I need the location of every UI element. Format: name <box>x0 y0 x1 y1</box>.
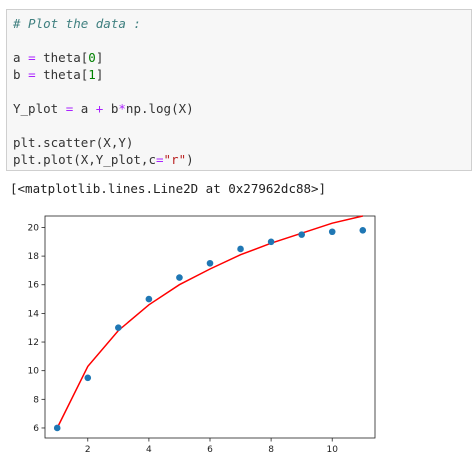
cell-output-text: [<matplotlib.lines.Line2D at 0x27962dc88… <box>10 181 327 196</box>
code-token: 0 <box>88 50 96 65</box>
code-token: ] <box>95 50 104 65</box>
code-token: a <box>73 101 96 116</box>
scatter-point <box>176 274 183 281</box>
y-tick-label: 8 <box>33 395 39 405</box>
code-token: ) <box>186 152 194 167</box>
code-token: "r" <box>163 152 187 167</box>
scatter-point <box>115 324 122 332</box>
scatter-point <box>145 295 153 303</box>
y-tick-label: 16 <box>28 281 40 291</box>
code-token: b <box>103 101 119 116</box>
code-line: plt.plot(X,Y_plot,c="r") <box>13 152 194 168</box>
scatter-point <box>267 238 275 246</box>
code-token: Y_plot <box>13 101 66 116</box>
code-cell[interactable]: # Plot the data :a = theta[0] b = theta[1… <box>6 9 472 171</box>
y-tick-label: 14 <box>28 309 40 319</box>
code-token: np.log(X) <box>125 101 194 116</box>
x-tick-label: 2 <box>85 445 91 455</box>
code-line: b = theta[1] <box>13 67 103 83</box>
code-token: = <box>28 67 36 82</box>
x-tick-label: 6 <box>207 445 213 455</box>
code-token: = <box>156 152 164 167</box>
x-tick-label: 8 <box>268 445 274 455</box>
code-token: a <box>13 50 29 65</box>
y-tick-label: 12 <box>28 338 39 348</box>
plot-ticks: 2 4 6 8 10 6 8 10 12 14 16 18 20 <box>28 223 339 455</box>
y-tick-label: 18 <box>28 252 40 262</box>
code-line: Y_plot = a + b*np.log(X) <box>13 101 194 117</box>
fit-line <box>56 215 363 429</box>
scatter-point <box>298 231 305 238</box>
code-token: plt.scatter(X,Y) <box>13 135 134 150</box>
fit-line-layer <box>56 215 363 429</box>
code-token: b <box>13 67 29 82</box>
code-token: * <box>118 101 126 116</box>
scatter-point <box>53 424 61 432</box>
scatter-plot: 2 4 6 8 10 6 8 10 12 14 16 18 20 <box>28 215 376 455</box>
y-tick-label: 20 <box>28 223 40 233</box>
code-line: plt.scatter(X,Y) <box>13 135 133 151</box>
y-tick-label: 10 <box>28 367 40 377</box>
code-token: + <box>95 101 104 116</box>
code-token: 1 <box>88 67 96 82</box>
code-token: theta[ <box>35 50 89 65</box>
code-token: theta[ <box>35 67 89 82</box>
code-token: = <box>28 50 36 65</box>
scatter-points <box>53 227 367 432</box>
code-token: = <box>65 101 74 116</box>
code-line: # Plot the data : <box>13 16 141 32</box>
axes-frame <box>44 215 376 439</box>
scatter-point <box>206 259 214 267</box>
scatter-point <box>84 374 92 382</box>
code-token: # Plot the data : <box>13 16 141 31</box>
code-token: ] <box>95 67 104 82</box>
x-tick-label: 10 <box>326 445 338 455</box>
scatter-point <box>237 245 244 253</box>
code-line: a = theta[0] <box>13 50 103 66</box>
scatter-point <box>328 228 336 236</box>
scatter-point <box>359 227 367 234</box>
plot-axes <box>44 215 376 439</box>
x-tick-label: 4 <box>146 445 152 455</box>
y-tick-label: 6 <box>33 424 39 434</box>
code-token: plt.plot(X,Y_plot,c <box>13 152 156 167</box>
